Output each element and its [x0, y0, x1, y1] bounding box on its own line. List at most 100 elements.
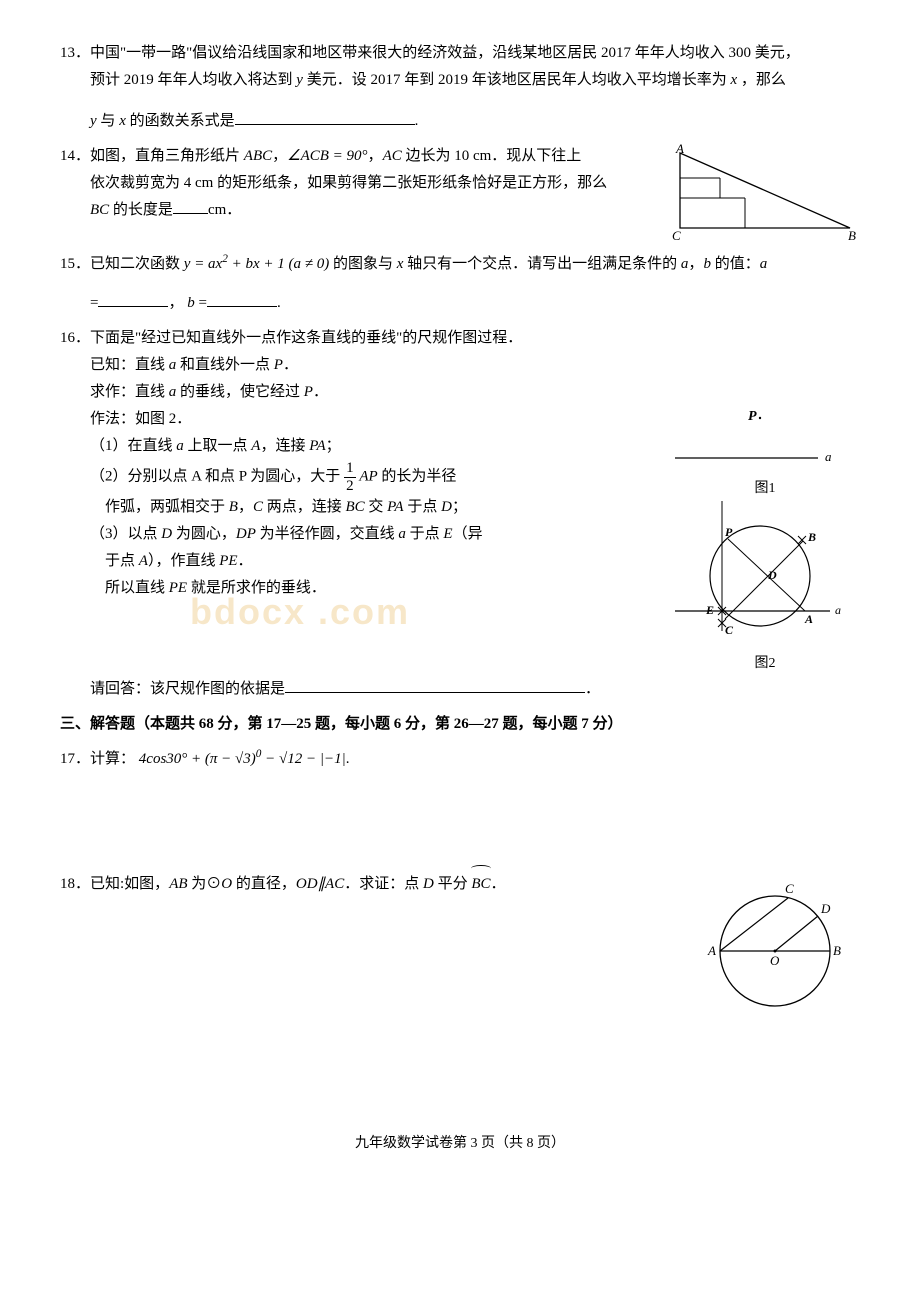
- q13-y: y: [296, 72, 303, 88]
- q18-ab: AB: [169, 876, 187, 892]
- question-18: 18．已知:如图，AB 为⊙O 的直径，OD∥AC．求证：点 D 平分 BC． …: [60, 871, 860, 1021]
- q14-abc: ABC: [244, 148, 272, 164]
- q16-given-label: 已知：: [90, 357, 135, 373]
- svg-text:C: C: [785, 881, 794, 896]
- q18-ta: 已知:如图，: [90, 876, 169, 892]
- q15-tb: 的图象与: [329, 256, 397, 272]
- q14-num: 14．: [60, 148, 90, 164]
- svg-text:A: A: [675, 143, 684, 156]
- q15-tc: 轴只有一个交点．请写出一组满足条件的: [403, 256, 681, 272]
- q16-s2a: 分别以点 A 和点 P 为圆心，大于: [128, 468, 345, 484]
- q13-y2: y: [90, 113, 97, 129]
- q14-blank: [173, 198, 208, 214]
- svg-text:B: B: [833, 943, 841, 958]
- q16-period: ．: [585, 681, 600, 697]
- svg-text:E: E: [705, 603, 714, 617]
- q18-o: O: [221, 876, 232, 892]
- q15-sep: ，: [168, 295, 183, 311]
- q15-num: 15．: [60, 256, 90, 272]
- svg-text:C: C: [725, 623, 734, 637]
- q16-method: 如图 2．: [135, 411, 191, 427]
- q16-s3b: 于点 A），作直线 PE．: [105, 553, 253, 569]
- question-15: 15．已知二次函数 y = ax2 + bx + 1 (a ≠ 0) 的图象与 …: [60, 251, 860, 317]
- q15-ta: 已知二次函数: [90, 256, 184, 272]
- q16-s2n: （2）: [90, 468, 128, 484]
- question-17: 17．计算： 4cos30° + (π − √3)0 − √12 − |−1|.: [60, 746, 860, 773]
- q16-blank: [285, 677, 585, 693]
- q14-angle: ∠ACB = 90°: [287, 148, 367, 164]
- svg-text:P: P: [725, 525, 733, 539]
- q18-figure: A B C D O: [690, 871, 860, 1021]
- q16-s1n: （1）: [90, 438, 128, 454]
- q16-s1: 在直线 a 上取一点 A，连接 PA；: [128, 438, 341, 454]
- question-13: 13．中国"一带一路"倡议给沿线国家和地区带来很大的经济效益，沿线某地区居民 2…: [60, 40, 860, 135]
- q17-formula: 4cos30° + (π − √3)0 − √12 − |−1|: [139, 751, 346, 767]
- q15-eq2: =: [195, 295, 207, 311]
- svg-text:B: B: [807, 530, 816, 544]
- q18-te: 平分: [434, 876, 472, 892]
- q18-tb: 为⊙: [188, 876, 222, 892]
- q13-x2: x: [119, 113, 126, 129]
- q18-od: OD∥AC: [296, 876, 344, 892]
- q18-num: 18．: [60, 876, 90, 892]
- q16-fig1-label: 图1: [670, 476, 860, 501]
- svg-text:a: a: [835, 603, 841, 617]
- question-14: 14．如图，直角三角形纸片 ABC，∠ACB = 90°，AC 边长为 10 c…: [60, 143, 860, 243]
- q13-l3b: 与: [97, 113, 120, 129]
- q14-figure: A C B: [670, 143, 860, 243]
- section-3-header: 三、解答题（本题共 68 分，第 17—25 题，每小题 6 分，第 26—27…: [60, 711, 860, 738]
- q13-period: .: [415, 113, 419, 129]
- q16-goal-label: 求作：: [90, 384, 135, 400]
- q15-b: b: [703, 256, 711, 272]
- svg-text:A: A: [707, 943, 716, 958]
- q14-l1a: 如图，直角三角形纸片: [90, 148, 244, 164]
- half-frac: 12: [344, 460, 356, 494]
- q14-l2: 依次裁剪宽为 4 cm 的矩形纸条，如果剪得第二张矩形纸条恰好是正方形，那么: [90, 175, 607, 191]
- q14-unit: cm．: [208, 202, 241, 218]
- q17-num: 17．: [60, 751, 90, 767]
- svg-text:C: C: [672, 228, 681, 243]
- q17-end: .: [346, 751, 350, 767]
- svg-text:a: a: [825, 449, 832, 464]
- q16-fig2: a P B D A E C: [670, 501, 850, 651]
- svg-text:A: A: [804, 612, 813, 626]
- q15-blank-b: [207, 291, 277, 307]
- q18-period: ．: [491, 876, 506, 892]
- q14-bc: BC: [90, 202, 109, 218]
- svg-text:O: O: [770, 953, 780, 968]
- q18-d: D: [423, 876, 434, 892]
- q16-goal: 直线 a 的垂线，使它经过 P．: [135, 384, 328, 400]
- q16-s3a: 以点 D 为圆心，DP 为半径作圆，交直线 a 于点 E（异: [128, 526, 483, 542]
- question-16: 16．下面是"经过已知直线外一点作这条直线的垂线"的尺规作图过程． 已知：直线 …: [60, 325, 860, 703]
- q18-td: ．求证：点: [344, 876, 423, 892]
- svg-text:D: D: [820, 901, 831, 916]
- q15-comma: ，: [688, 256, 703, 272]
- q16-s3n: （3）: [90, 526, 128, 542]
- q15-formula: y = ax2 + bx + 1 (a ≠ 0): [184, 256, 329, 272]
- q16-fig1: P a: [670, 406, 840, 476]
- q18-tc: 的直径，: [232, 876, 296, 892]
- q13-l2a: 预计 2019 年年人均收入将达到: [90, 72, 296, 88]
- q16-s2c: 作弧，两弧相交于 B，C 两点，连接 BC 交 PA 于点 D；: [105, 499, 467, 515]
- q14-l1c: ，: [368, 148, 383, 164]
- q14-l3b: 的长度是: [109, 202, 173, 218]
- q13-num: 13．: [60, 45, 90, 61]
- svg-text:P: P: [748, 409, 757, 424]
- q16-given: 直线 a 和直线外一点 P．: [135, 357, 298, 373]
- q15-period: .: [277, 295, 281, 311]
- q14-l1b: ，: [272, 148, 287, 164]
- q14-l1d: 边长为 10 cm．现从下往上: [402, 148, 582, 164]
- q18-arc: BC: [471, 871, 490, 898]
- q16-s3c: 所以直线 PE 就是所求作的垂线．: [105, 580, 326, 596]
- q14-ac: AC: [383, 148, 402, 164]
- q16-ask: 请回答：该尺规作图的依据是: [90, 681, 285, 697]
- q15-eq1: =: [90, 295, 98, 311]
- svg-text:B: B: [848, 228, 856, 243]
- q13-l2c: ，那么: [737, 72, 786, 88]
- svg-text:D: D: [767, 568, 777, 582]
- page-footer: 九年级数学试卷第 3 页（共 8 页）: [60, 1131, 860, 1156]
- q16-fig2-label: 图2: [670, 651, 860, 676]
- q15-b2: b: [187, 295, 195, 311]
- q16-intro: 下面是"经过已知直线外一点作这条直线的垂线"的尺规作图过程．: [90, 330, 522, 346]
- q15-blank-a: [98, 291, 168, 307]
